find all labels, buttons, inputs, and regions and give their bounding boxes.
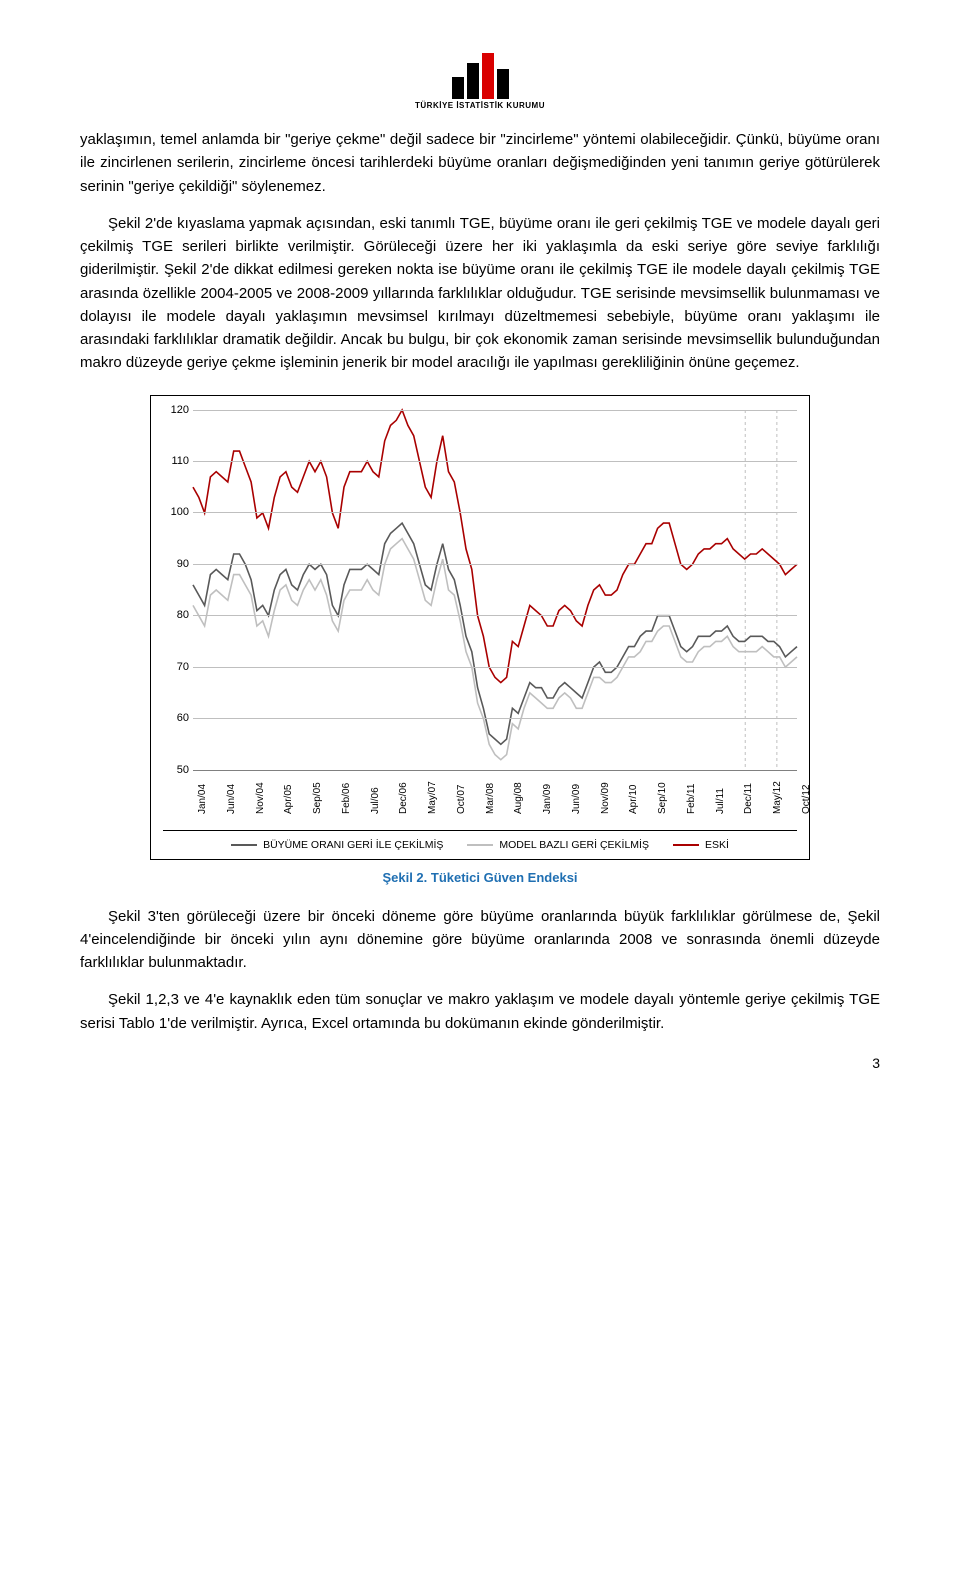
legend-label: BÜYÜME ORANI GERİ İLE ÇEKİLMİŞ	[263, 839, 443, 851]
x-tick-label: Jun/09	[571, 783, 582, 813]
chart-x-ticks: Jan/04 Jun/04 Nov/04 Apr/05 Sep/05 Feb/06 Jul/…	[193, 770, 797, 822]
gridline	[193, 718, 797, 719]
logo-subtitle: TÜRKİYE İSTATİSTİK KURUMU	[415, 101, 545, 110]
paragraph-1: yaklaşımın, temel anlamda bir "geriye çe…	[80, 128, 880, 198]
chart-figure: 5060708090100110120 Jan/04Jun/04Nov/04Ap…	[150, 395, 810, 860]
x-tick-label: Nov/09	[600, 782, 611, 814]
gridline	[193, 410, 797, 411]
y-tick-label: 110	[171, 455, 189, 467]
page-number: 3	[872, 1055, 880, 1071]
logo-bar	[467, 63, 479, 99]
logo-container: TÜRKİYE İSTATİSTİK KURUMU	[80, 30, 880, 110]
x-tick-label: Mar/08	[485, 782, 496, 813]
chart-series-line	[193, 410, 797, 683]
x-tick-label: Sep/05	[312, 782, 323, 814]
x-tick-label: Jul/06	[370, 787, 381, 814]
chart-series-line	[193, 523, 797, 744]
legend-label: ESKİ	[705, 839, 729, 851]
logo-bar	[497, 69, 509, 99]
x-tick-label: May/12	[772, 781, 783, 814]
x-tick-label: Dec/06	[398, 782, 409, 814]
x-tick-label: Jul/11	[715, 788, 726, 814]
paragraph-4: Şekil 1,2,3 ve 4'e kaynaklık eden tüm so…	[80, 988, 880, 1035]
logo-bar	[482, 53, 494, 99]
x-tick-label: Nov/04	[255, 782, 266, 814]
legend-swatch	[467, 844, 493, 846]
x-tick-label: Aug/08	[513, 782, 524, 814]
x-tick-label: Jan/09	[542, 783, 553, 813]
logo-bar	[452, 77, 464, 99]
gridline	[193, 564, 797, 565]
x-tick-label: Apr/05	[283, 784, 294, 813]
tuik-logo: TÜRKİYE İSTATİSTİK KURUMU	[410, 30, 550, 110]
y-tick-label: 90	[177, 558, 189, 570]
x-tick-label: May/07	[427, 781, 438, 814]
y-tick-label: 80	[177, 609, 189, 621]
x-tick-label: Oct/07	[456, 784, 467, 813]
legend-item: BÜYÜME ORANI GERİ İLE ÇEKİLMİŞ	[231, 839, 443, 851]
x-tick-label: Jun/04	[226, 783, 237, 813]
document-page: TÜRKİYE İSTATİSTİK KURUMU yaklaşımın, te…	[0, 0, 960, 1089]
chart-caption: Şekil 2. Tüketici Güven Endeksi	[80, 870, 880, 885]
gridline	[193, 615, 797, 616]
gridline	[193, 667, 797, 668]
y-tick-label: 120	[171, 404, 189, 416]
legend-item: ESKİ	[673, 839, 729, 851]
paragraph-2: Şekil 2'de kıyaslama yapmak açısından, e…	[80, 212, 880, 375]
x-tick-label: Jan/04	[197, 783, 208, 813]
chart-legend: BÜYÜME ORANI GERİ İLE ÇEKİLMİŞ MODEL BAZL…	[163, 830, 797, 851]
logo-bars	[452, 51, 509, 99]
y-tick-label: 50	[177, 764, 189, 776]
x-tick-label: Feb/11	[686, 783, 697, 813]
y-tick-label: 60	[177, 712, 189, 724]
chart-plot-area: 5060708090100110120	[193, 410, 797, 770]
legend-label: MODEL BAZLI GERİ ÇEKİLMİŞ	[499, 839, 649, 851]
x-tick-label: Apr/10	[628, 784, 639, 813]
x-tick-label: Dec/11	[743, 783, 754, 814]
chart-lines-svg	[193, 410, 797, 770]
x-tick-label: Feb/06	[341, 782, 352, 813]
gridline	[193, 512, 797, 513]
chart-y-ticks: 5060708090100110120	[163, 410, 191, 770]
x-tick-label: Oct/12	[801, 784, 812, 813]
legend-item: MODEL BAZLI GERİ ÇEKİLMİŞ	[467, 839, 649, 851]
legend-swatch	[231, 844, 257, 846]
y-tick-label: 100	[171, 506, 189, 518]
gridline	[193, 461, 797, 462]
x-tick-label: Sep/10	[657, 782, 668, 814]
y-tick-label: 70	[177, 661, 189, 673]
legend-swatch	[673, 844, 699, 846]
paragraph-3: Şekil 3'ten görüleceği üzere bir önceki …	[80, 905, 880, 975]
